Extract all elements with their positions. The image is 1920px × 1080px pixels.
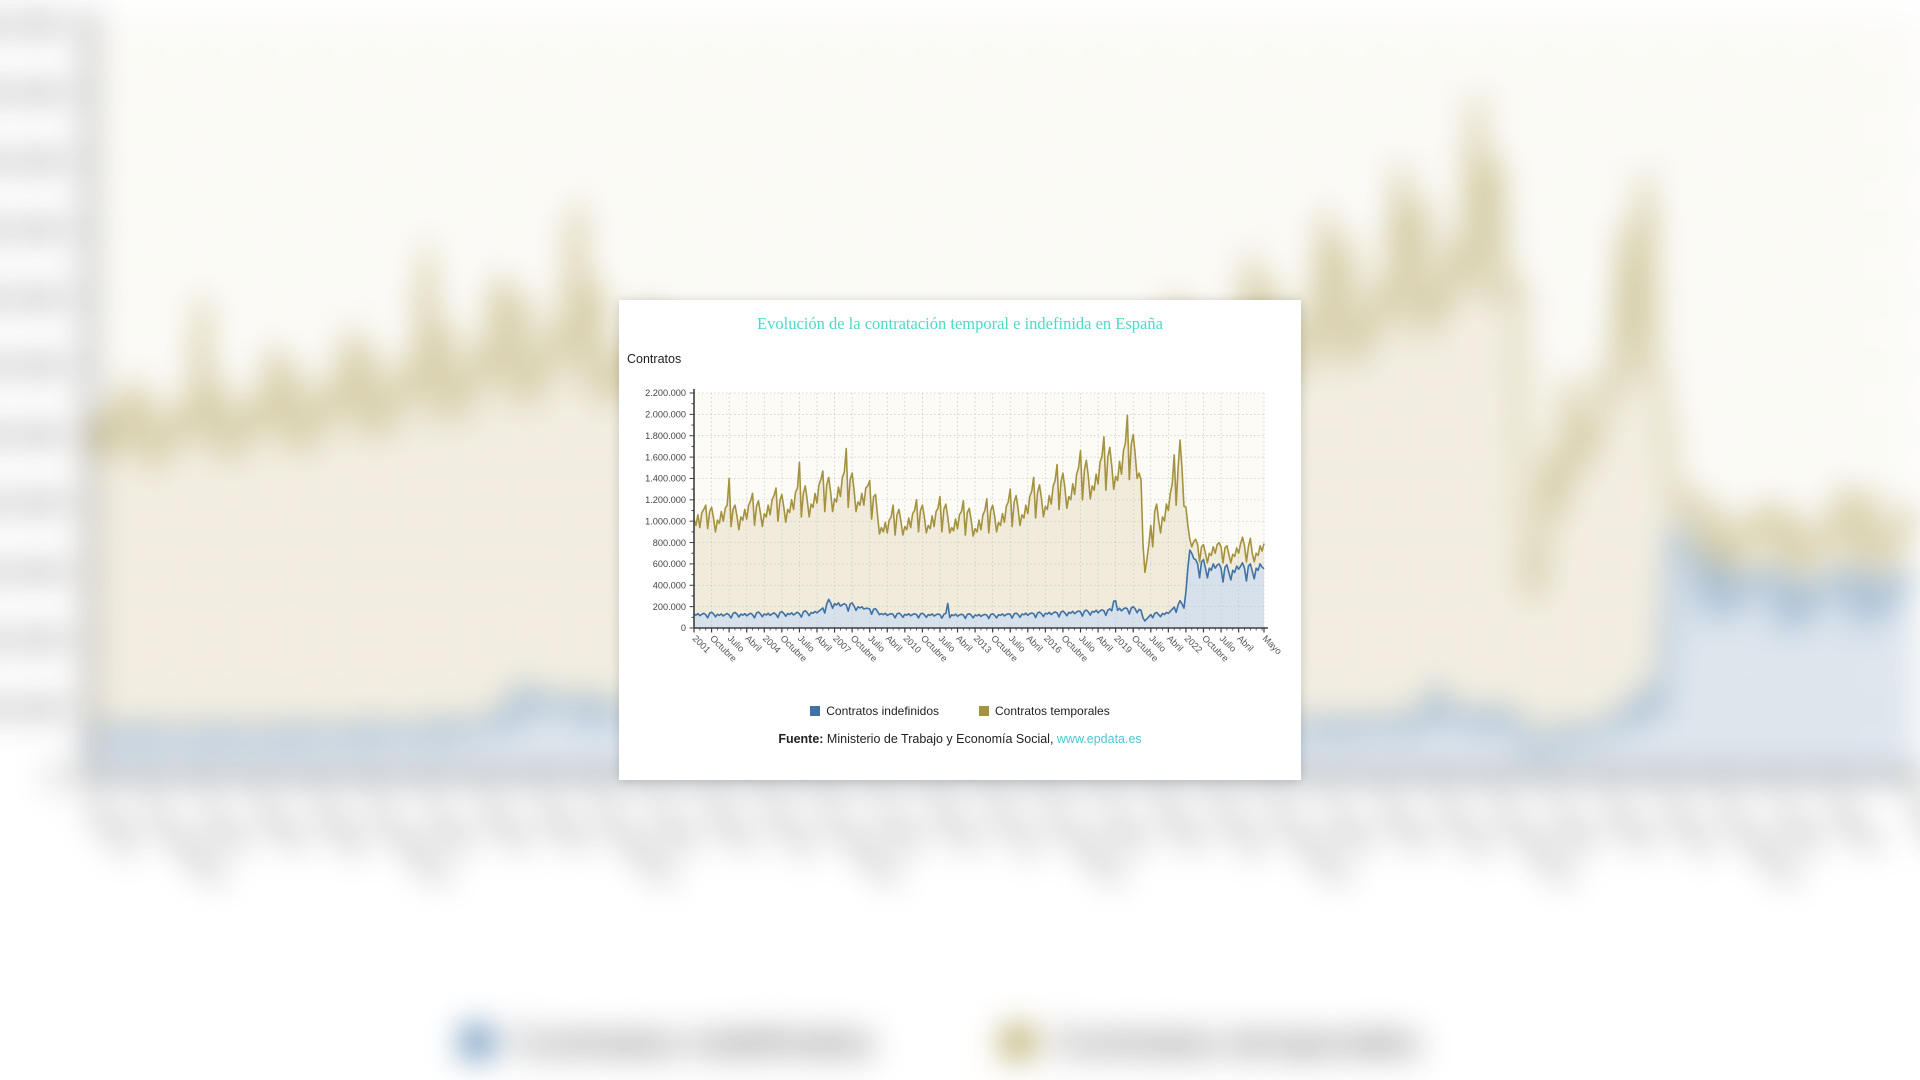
svg-text:Julio: Julio bbox=[1091, 793, 1158, 860]
svg-text:2.000.000: 2.000.000 bbox=[645, 410, 686, 420]
legend-label-temporales: Contratos temporales bbox=[995, 704, 1110, 718]
svg-text:Julio: Julio bbox=[1540, 793, 1607, 860]
svg-text:Octubre: Octubre bbox=[360, 793, 458, 891]
legend-label-temporales: Contratos temporales bbox=[1053, 1019, 1421, 1065]
svg-text:Abril: Abril bbox=[697, 793, 762, 858]
svg-text:2.000.000: 2.000.000 bbox=[0, 77, 64, 110]
legend-label-indefinidos: Contratos indefinidos bbox=[826, 704, 939, 718]
svg-text:200.000: 200.000 bbox=[653, 602, 686, 612]
svg-text:Julio: Julio bbox=[1315, 793, 1382, 860]
svg-text:2001: 2001 bbox=[691, 633, 713, 655]
svg-text:Abril: Abril bbox=[247, 793, 312, 858]
svg-text:Abril: Abril bbox=[743, 633, 763, 653]
svg-text:Octubre: Octubre bbox=[1709, 793, 1807, 891]
svg-text:Abril: Abril bbox=[922, 793, 987, 858]
legend-swatch-temporales-icon bbox=[1002, 1026, 1034, 1059]
svg-text:1.200.000: 1.200.000 bbox=[0, 351, 64, 384]
svg-text:Abril: Abril bbox=[472, 793, 537, 858]
source-line: Fuente: Ministerio de Trabajo y Economía… bbox=[619, 732, 1301, 746]
svg-text:Abril: Abril bbox=[884, 633, 904, 653]
legend-item-temporales: Contratos temporales bbox=[1002, 1020, 1420, 1065]
svg-text:2013: 2013 bbox=[978, 793, 1048, 863]
chart-card: Evolución de la contratación temporal e … bbox=[619, 300, 1301, 780]
svg-text:2016: 2016 bbox=[1042, 633, 1064, 655]
svg-text:2019: 2019 bbox=[1428, 793, 1498, 863]
svg-text:2007: 2007 bbox=[528, 793, 598, 863]
svg-text:Abril: Abril bbox=[1165, 633, 1185, 653]
svg-text:Julio: Julio bbox=[1765, 793, 1832, 860]
svg-text:1.000.000: 1.000.000 bbox=[645, 516, 686, 526]
svg-text:Octubre: Octubre bbox=[809, 793, 907, 891]
svg-text:1.800.000: 1.800.000 bbox=[645, 431, 686, 441]
svg-text:1.200.000: 1.200.000 bbox=[645, 495, 686, 505]
svg-text:Abril: Abril bbox=[1372, 793, 1437, 858]
svg-text:2013: 2013 bbox=[972, 633, 994, 655]
svg-text:2022: 2022 bbox=[1653, 793, 1723, 863]
svg-text:1.400.000: 1.400.000 bbox=[0, 282, 64, 315]
svg-text:Julio: Julio bbox=[191, 793, 258, 860]
svg-text:1.400.000: 1.400.000 bbox=[645, 474, 686, 484]
svg-text:2004: 2004 bbox=[304, 793, 374, 863]
chart-legend: Contratos indefinidos Contratos temporal… bbox=[619, 704, 1301, 718]
legend-item-indefinidos: Contratos indefinidos bbox=[810, 704, 939, 718]
source-text: Ministerio de Trabajo y Economía Social, bbox=[823, 732, 1057, 746]
svg-text:800.000: 800.000 bbox=[653, 538, 686, 548]
svg-text:200.000: 200.000 bbox=[0, 692, 64, 725]
svg-text:Octubre: Octubre bbox=[585, 793, 683, 891]
svg-text:Mayo: Mayo bbox=[1261, 633, 1284, 656]
legend-item-indefinidos: Contratos indefinidos bbox=[462, 1020, 874, 1065]
svg-text:1.000.000: 1.000.000 bbox=[0, 419, 64, 452]
svg-text:Octubre: Octubre bbox=[135, 793, 233, 891]
svg-text:400.000: 400.000 bbox=[653, 580, 686, 590]
svg-text:2019: 2019 bbox=[1112, 633, 1134, 655]
svg-text:Octubre: Octubre bbox=[1484, 793, 1582, 891]
svg-text:Abril: Abril bbox=[1821, 793, 1886, 858]
svg-text:Abril: Abril bbox=[1235, 633, 1255, 653]
svg-text:Abril: Abril bbox=[1095, 633, 1115, 653]
svg-text:Octubre: Octubre bbox=[1259, 793, 1357, 891]
line-chart-svg: 0 200.000 400.000 600.000 800.000 1.000.000 1.… bbox=[645, 388, 1284, 664]
svg-text:Abril: Abril bbox=[1024, 633, 1044, 653]
svg-text:400.000: 400.000 bbox=[0, 624, 64, 657]
svg-text:800.000: 800.000 bbox=[0, 487, 64, 520]
svg-text:Abril: Abril bbox=[1147, 793, 1212, 858]
legend-swatch-indefinidos-icon bbox=[462, 1026, 495, 1059]
chart-legend: Contratos indefinidos Contratos temporal… bbox=[0, 1020, 1920, 1065]
svg-text:2001: 2001 bbox=[79, 793, 149, 863]
svg-text:1.600.000: 1.600.000 bbox=[0, 214, 64, 247]
svg-text:0: 0 bbox=[48, 761, 64, 794]
svg-text:Abril: Abril bbox=[814, 633, 834, 653]
svg-text:1.600.000: 1.600.000 bbox=[645, 452, 686, 462]
source-prefix: Fuente: bbox=[778, 732, 824, 746]
svg-text:600.000: 600.000 bbox=[653, 559, 686, 569]
svg-text:2016: 2016 bbox=[1203, 793, 1273, 863]
svg-text:2.200.000: 2.200.000 bbox=[645, 388, 686, 398]
svg-text:2010: 2010 bbox=[753, 793, 823, 863]
svg-text:600.000: 600.000 bbox=[0, 556, 64, 589]
source-link[interactable]: www.epdata.es bbox=[1056, 732, 1142, 746]
svg-text:2004: 2004 bbox=[761, 633, 783, 655]
svg-text:0: 0 bbox=[681, 623, 686, 633]
legend-item-temporales: Contratos temporales bbox=[979, 704, 1110, 718]
svg-text:2022: 2022 bbox=[1183, 633, 1205, 655]
svg-text:Octubre: Octubre bbox=[1034, 793, 1132, 891]
chart-container: Evolución de la contratación temporal e … bbox=[619, 300, 1301, 780]
legend-label-indefinidos: Contratos indefinidos bbox=[513, 1019, 874, 1065]
svg-text:2007: 2007 bbox=[831, 633, 853, 655]
svg-text:Abril: Abril bbox=[1597, 793, 1662, 858]
svg-text:1.800.000: 1.800.000 bbox=[0, 146, 64, 179]
svg-text:Julio: Julio bbox=[866, 793, 933, 860]
legend-swatch-temporales-icon bbox=[979, 706, 989, 716]
svg-text:Abril: Abril bbox=[954, 633, 974, 653]
svg-text:Julio: Julio bbox=[416, 793, 483, 860]
svg-text:Julio: Julio bbox=[641, 793, 708, 860]
svg-text:2010: 2010 bbox=[901, 633, 923, 655]
svg-text:2.200.000: 2.200.000 bbox=[0, 9, 64, 42]
svg-text:Mayo: Mayo bbox=[1903, 793, 1920, 868]
legend-swatch-indefinidos-icon bbox=[810, 706, 821, 716]
